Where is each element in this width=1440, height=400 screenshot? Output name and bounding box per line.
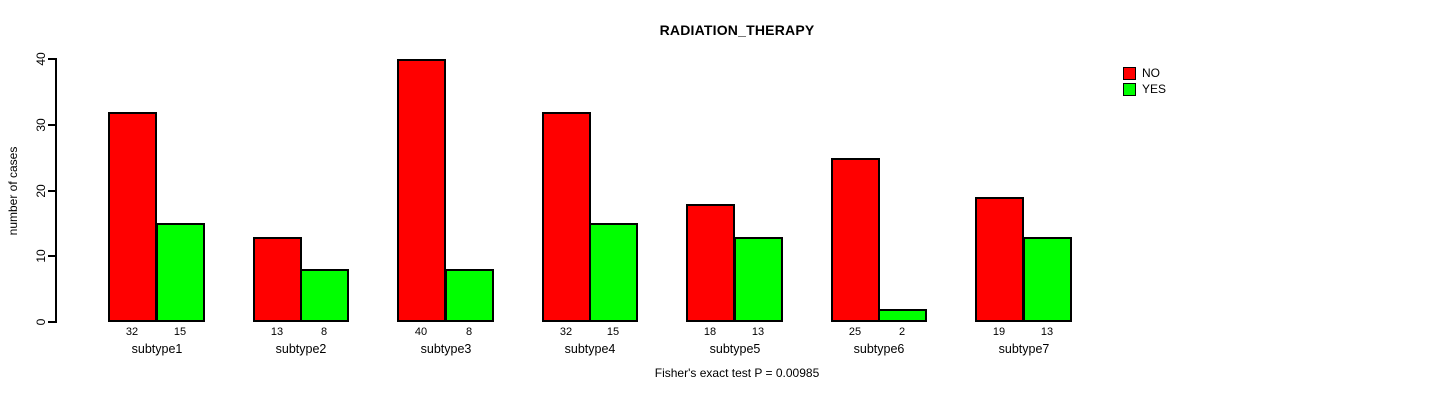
bar-value-label: 13 bbox=[751, 326, 765, 338]
bar-no-subtype7 bbox=[975, 197, 1024, 322]
chart-title: RADIATION_THERAPY bbox=[659, 22, 815, 38]
bar-value-label: 13 bbox=[1040, 326, 1054, 338]
y-tick-mark bbox=[48, 189, 55, 192]
legend-label-yes: YES bbox=[1142, 82, 1167, 96]
category-label-subtype4: subtype4 bbox=[564, 342, 616, 356]
bar-yes-subtype3 bbox=[445, 269, 494, 322]
bar-no-subtype4 bbox=[542, 112, 591, 322]
y-tick-mark bbox=[48, 58, 55, 60]
bar-value-label: 25 bbox=[848, 326, 862, 338]
y-tick-label: 20 bbox=[34, 183, 48, 198]
y-axis-line bbox=[55, 58, 57, 323]
bar-no-subtype3 bbox=[397, 59, 446, 322]
y-tick-label: 40 bbox=[34, 52, 48, 66]
bar-yes-subtype7 bbox=[1023, 237, 1072, 322]
bar-yes-subtype6 bbox=[878, 309, 927, 322]
bar-yes-subtype4 bbox=[589, 223, 638, 322]
legend-swatch-no bbox=[1123, 66, 1136, 80]
category-label-subtype6: subtype6 bbox=[853, 342, 905, 356]
legend: NO YES bbox=[1123, 65, 1166, 97]
y-tick-label: 30 bbox=[34, 118, 48, 132]
stat-caption: Fisher's exact test P = 0.00985 bbox=[654, 366, 820, 380]
bar-value-label: 40 bbox=[414, 326, 428, 338]
legend-item-no: NO bbox=[1123, 65, 1166, 81]
bar-no-subtype5 bbox=[686, 204, 735, 322]
legend-label-no: NO bbox=[1142, 66, 1160, 80]
bar-value-label: 2 bbox=[898, 326, 906, 338]
category-label-subtype3: subtype3 bbox=[420, 342, 472, 356]
y-tick-label: 10 bbox=[34, 249, 48, 263]
bar-no-subtype1 bbox=[108, 112, 157, 322]
bar-value-label: 8 bbox=[465, 326, 473, 338]
bar-no-subtype6 bbox=[831, 158, 880, 322]
y-tick-mark bbox=[48, 255, 55, 258]
bar-value-label: 15 bbox=[606, 326, 620, 338]
bar-value-label: 13 bbox=[270, 326, 284, 338]
y-tick-mark bbox=[48, 321, 55, 323]
y-tick-label: 0 bbox=[34, 318, 48, 326]
category-label-subtype1: subtype1 bbox=[131, 342, 183, 356]
legend-item-yes: YES bbox=[1123, 81, 1166, 97]
bar-yes-subtype5 bbox=[734, 237, 783, 322]
bar-value-label: 32 bbox=[559, 326, 573, 338]
category-label-subtype5: subtype5 bbox=[709, 342, 761, 356]
bar-value-label: 18 bbox=[703, 326, 717, 338]
bar-value-label: 15 bbox=[173, 326, 187, 338]
bar-value-label: 32 bbox=[125, 326, 139, 338]
bar-value-label: 19 bbox=[992, 326, 1006, 338]
category-label-subtype7: subtype7 bbox=[998, 342, 1050, 356]
y-tick-mark bbox=[48, 123, 55, 126]
bar-value-label: 8 bbox=[320, 326, 328, 338]
category-label-subtype2: subtype2 bbox=[275, 342, 327, 356]
legend-swatch-yes bbox=[1123, 82, 1136, 96]
bar-yes-subtype1 bbox=[156, 223, 205, 322]
bar-yes-subtype2 bbox=[300, 269, 349, 322]
bar-no-subtype2 bbox=[253, 237, 302, 322]
